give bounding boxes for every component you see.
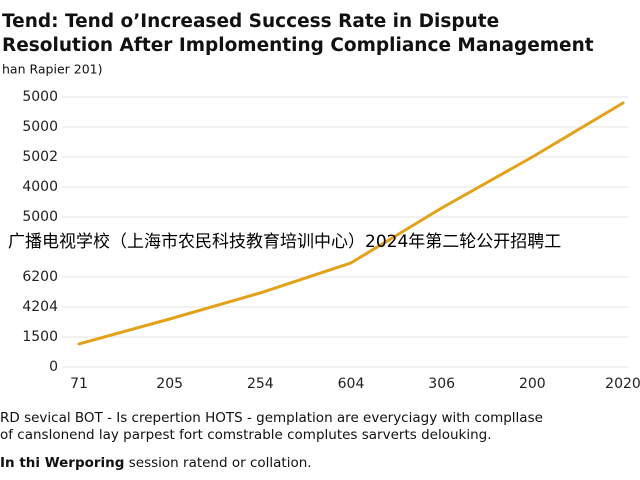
x-tick-label: 71 (70, 376, 88, 392)
footnote: of canslonend lay parpest fort comstrabl… (0, 427, 492, 443)
footnote: RD sevical BOT - Is crepertion HOTS - ge… (0, 410, 543, 426)
note-bold: In thi Werporing (0, 455, 124, 471)
note-text: session ratend or collation. (129, 455, 312, 471)
x-tick-label: 205 (156, 376, 183, 392)
x-tick-label: 2020 (605, 376, 640, 392)
overlay-text: 广播电视学校（上海市农民科技教育培训中心）2024年第二轮公开招聘工 (8, 232, 561, 252)
y-tick-label: 5000 (22, 89, 58, 105)
chart-title: Tend: Tend o’Increased Success Rate in D… (2, 11, 499, 32)
y-tick-label: 4000 (22, 179, 58, 195)
y-tick-label: 4204 (22, 299, 58, 315)
y-tick-label: 5002 (22, 149, 58, 165)
x-tick-label: 604 (338, 376, 365, 392)
y-tick-label: 5000 (22, 209, 58, 225)
y-tick-label: 5000 (22, 119, 58, 135)
chart-subtitle: han Rapier 201) (2, 62, 103, 77)
x-tick-label: 200 (519, 376, 546, 392)
y-tick-label: 6200 (22, 269, 58, 285)
chart-title: Resolution After Implomenting Compliance… (2, 35, 594, 56)
note: In thi Werporing session ratend or colla… (0, 455, 312, 471)
data-line (77, 101, 625, 346)
x-tick-label: 306 (428, 376, 455, 392)
plot-area: 0 1500 4204 6200 5000 4000 5002 5000 5000 71 205 25… (22, 89, 640, 392)
y-tick-label: 0 (49, 359, 58, 375)
x-tick-label: 254 (247, 376, 274, 392)
y-tick-label: 1500 (22, 329, 58, 345)
